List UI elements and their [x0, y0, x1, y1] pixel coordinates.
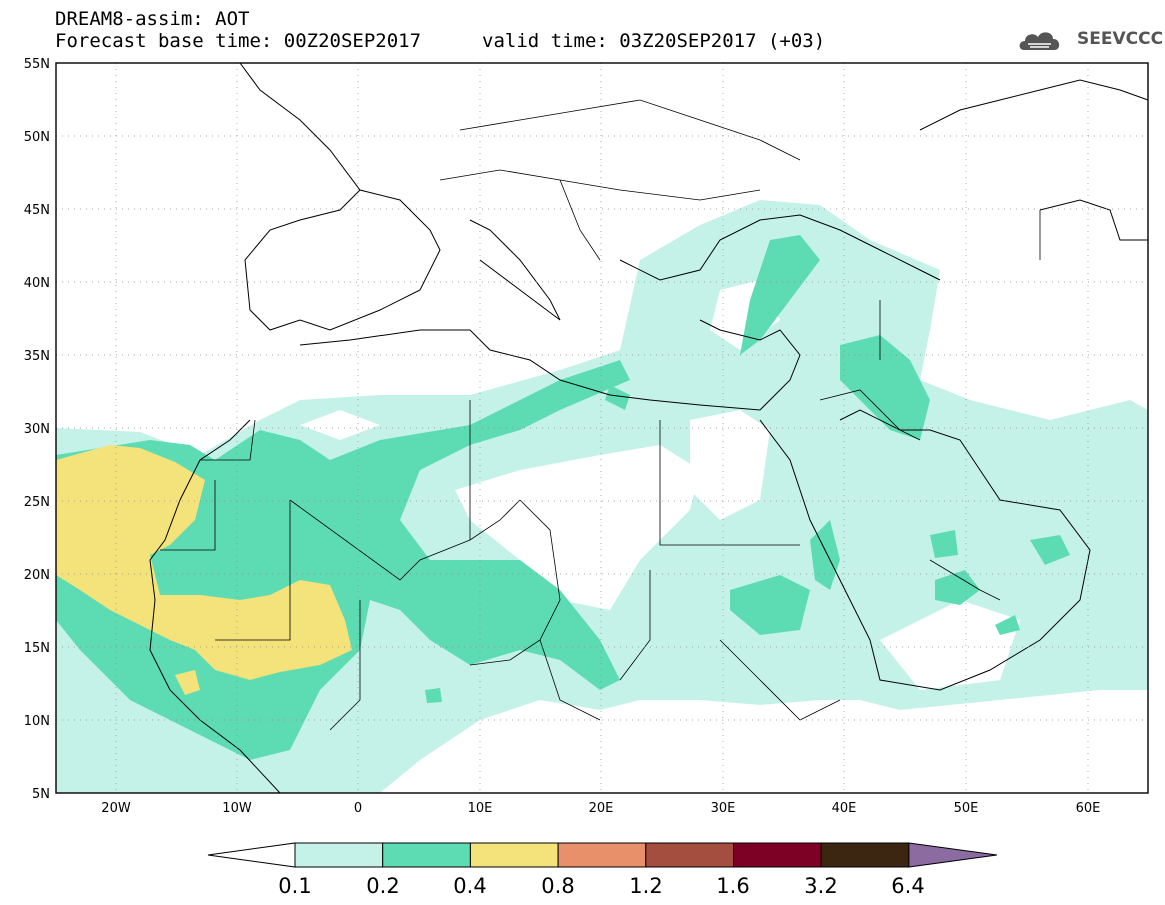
cloud-logo-icon	[1019, 32, 1060, 50]
lat-label: 20N	[24, 568, 50, 583]
lon-label: 40E	[832, 801, 857, 816]
aot-low-region	[300, 230, 1020, 690]
lon-label: 0	[354, 801, 362, 816]
logo-text: SEEVCCC	[1077, 29, 1164, 49]
lat-label: 35N	[24, 349, 50, 364]
map-title: DREAM8-assim: AOT	[55, 8, 250, 30]
lon-label: 20E	[589, 801, 614, 816]
lon-label: 50E	[954, 801, 979, 816]
grid-lines	[56, 63, 1148, 793]
lat-label: 25N	[24, 495, 50, 510]
lat-label: 50N	[24, 130, 50, 145]
lat-label: 15N	[24, 641, 50, 656]
lon-label: 10E	[468, 801, 493, 816]
lat-label: 40N	[24, 276, 50, 291]
lat-label: 10N	[24, 714, 50, 729]
lon-label: 10W	[222, 801, 252, 816]
lat-label: 5N	[32, 787, 50, 802]
lon-label: 30E	[711, 801, 736, 816]
lon-label: 60E	[1076, 801, 1101, 816]
lon-label: 20W	[101, 801, 131, 816]
map-frame	[55, 62, 1149, 794]
lat-axis: 55N 50N 45N 40N 35N 30N 25N 20N 15N 10N …	[24, 57, 50, 802]
forecast-base-time: Forecast base time: 00Z20SEP2017	[55, 30, 422, 52]
lon-axis: 20W 10W 0 10E 20E 30E 40E 50E 60E	[101, 801, 1100, 816]
lat-label: 45N	[24, 203, 50, 218]
coastlines	[149, 63, 1148, 793]
lat-label: 30N	[24, 422, 50, 437]
lat-label: 55N	[24, 57, 50, 72]
valid-time: valid time: 03Z20SEP2017 (+03)	[482, 30, 826, 52]
country-borders	[160, 99, 1041, 731]
aot-level-04-region	[56, 445, 352, 695]
